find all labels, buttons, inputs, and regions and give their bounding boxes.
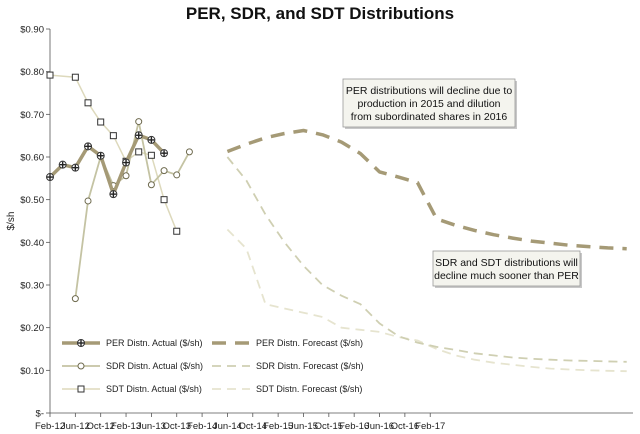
y-tick-label: $0.60 xyxy=(20,153,44,164)
x-tick-label: Oct-16 xyxy=(391,421,420,432)
annotation-text: PER distributions will decline due to xyxy=(346,85,512,97)
data-point-marker xyxy=(160,167,168,175)
annotation-text: decline much sooner than PER xyxy=(434,270,579,282)
data-point-marker xyxy=(84,197,92,205)
data-point-marker xyxy=(109,132,117,140)
data-point-marker xyxy=(147,151,155,159)
data-point-marker xyxy=(173,227,181,235)
data-point-marker xyxy=(71,73,79,81)
annotation-background xyxy=(342,78,516,128)
x-tick-label: Feb-14 xyxy=(187,421,217,432)
y-tick-label: $0.50 xyxy=(20,195,44,206)
legend: PER Distn. Actual ($/sh) PER Distn. Forec… xyxy=(62,338,364,394)
data-point-marker xyxy=(173,171,181,179)
y-tick-label: $0.20 xyxy=(20,323,44,334)
legend-marker xyxy=(77,362,85,370)
data-point-marker xyxy=(97,118,105,126)
legend-entry: PER Distn. Forecast ($/sh) xyxy=(212,338,363,348)
series-layer xyxy=(46,71,627,373)
legend-label: SDT Distn. Actual ($/sh) xyxy=(106,384,202,394)
data-point-marker xyxy=(160,196,168,204)
data-point-marker xyxy=(122,172,130,180)
y-tick-label: $0.10 xyxy=(20,366,44,377)
x-tick-label: Oct-13 xyxy=(162,421,191,432)
x-tick-label: Feb-15 xyxy=(263,421,293,432)
legend-label: PER Distn. Actual ($/sh) xyxy=(106,338,203,348)
legend-label: SDR Distn. Actual ($/sh) xyxy=(106,361,203,371)
x-tick-label: Oct-14 xyxy=(239,421,268,432)
series-actual-thick xyxy=(46,131,169,199)
series-line xyxy=(49,74,178,232)
chart-title: PER, SDR, and SDT Distributions xyxy=(185,4,455,23)
y-tick-label: $0.80 xyxy=(20,67,44,78)
annotation-box: PER distributions will decline due topro… xyxy=(342,78,517,129)
data-point-marker xyxy=(84,99,92,107)
legend-entry: SDR Distn. Forecast ($/sh) xyxy=(212,361,364,371)
legend-entry: PER Distn. Actual ($/sh) xyxy=(62,338,203,348)
y-tick-label: $0.40 xyxy=(20,238,44,249)
annotation-text: from subordinated shares in 2016 xyxy=(351,111,508,123)
x-tick-label: Jun-15 xyxy=(289,421,318,432)
series-line xyxy=(226,128,627,251)
data-point-marker xyxy=(185,148,193,156)
data-point-marker xyxy=(147,181,155,189)
annotation-background xyxy=(432,250,581,287)
data-point-marker xyxy=(71,295,79,303)
x-tick-label: Feb-12 xyxy=(35,421,65,432)
y-axis-label: $/sh xyxy=(6,212,17,231)
series-actual-square xyxy=(46,71,181,235)
data-point-marker xyxy=(135,118,143,126)
x-tick-label: Oct-12 xyxy=(86,421,115,432)
y-tick-label: $- xyxy=(36,409,44,420)
x-tick-label: Feb-17 xyxy=(415,421,445,432)
x-tick-label: Oct-15 xyxy=(315,421,344,432)
annotation-layer: PER distributions will decline due topro… xyxy=(342,78,582,288)
x-tick-label: Jun-16 xyxy=(365,421,394,432)
legend-label: SDR Distn. Forecast ($/sh) xyxy=(256,361,364,371)
series-forecast-thick xyxy=(226,128,627,251)
legend-entry: SDR Distn. Actual ($/sh) xyxy=(62,361,203,371)
legend-entry: SDT Distn. Forecast ($/sh) xyxy=(212,384,362,394)
x-tick-label: Feb-16 xyxy=(339,421,369,432)
y-tick-label: $0.90 xyxy=(20,25,44,36)
legend-label: SDT Distn. Forecast ($/sh) xyxy=(256,384,362,394)
data-point-marker xyxy=(46,71,54,79)
x-tick-label: Feb-13 xyxy=(111,421,141,432)
y-tick-label: $0.30 xyxy=(20,281,44,292)
legend-entry: SDT Distn. Actual ($/sh) xyxy=(62,384,202,394)
y-tick-label: $0.70 xyxy=(20,110,44,121)
x-tick-label: Jun-14 xyxy=(213,421,242,432)
x-tick-label: Jun-13 xyxy=(137,421,166,432)
data-point-marker xyxy=(135,148,143,156)
legend-label: PER Distn. Forecast ($/sh) xyxy=(256,338,363,348)
axes: $- $0.10 $0.20 $0.30 $0.40 $0.50 $0.60 $0.70 $0.… xyxy=(6,25,633,432)
annotation-text: production in 2015 and dilution xyxy=(357,98,500,110)
legend-marker xyxy=(77,385,85,393)
x-tick-label: Jun-12 xyxy=(61,421,90,432)
annotation-text: SDR and SDT distributions will xyxy=(435,257,578,269)
series-line xyxy=(48,133,166,196)
